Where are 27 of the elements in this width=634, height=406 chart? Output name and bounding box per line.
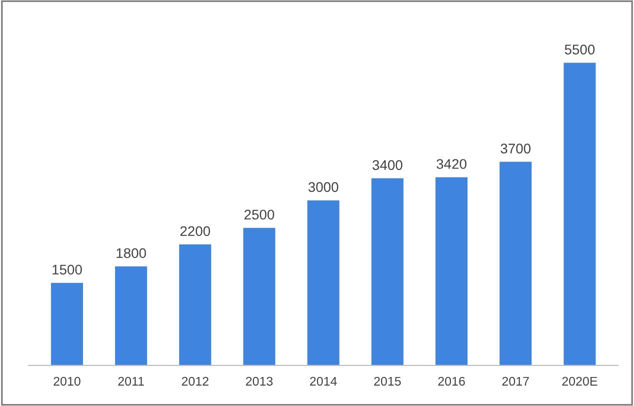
bar	[179, 244, 212, 366]
x-tick-label: 2017	[502, 376, 529, 386]
data-label: 2200	[180, 226, 210, 236]
data-label: 3400	[372, 160, 402, 170]
data-label: 3000	[308, 182, 338, 192]
bar	[500, 162, 532, 366]
bar	[243, 228, 276, 366]
data-label: 3700	[500, 144, 531, 154]
x-tick-label: 2016	[438, 376, 465, 386]
bar	[115, 266, 148, 366]
data-label: 5500	[564, 44, 595, 54]
bar	[371, 178, 404, 366]
data-label: 1500	[52, 264, 82, 275]
x-tick-label: 2011	[118, 376, 144, 386]
bar	[435, 177, 468, 366]
data-label: 1800	[116, 248, 146, 258]
x-tick-label: 2012	[182, 376, 208, 386]
x-tick-label: 2015	[374, 376, 401, 386]
x-tick-label: 2013	[246, 376, 273, 386]
x-tick-label: 2014	[310, 376, 337, 386]
data-label: 2500	[244, 210, 274, 220]
x-tick-label: 2020E	[562, 376, 598, 386]
bar	[307, 200, 340, 366]
bar	[564, 62, 596, 366]
bar	[50, 282, 84, 366]
data-label: 3420	[436, 159, 466, 169]
x-tick-label: 2010	[54, 376, 80, 386]
